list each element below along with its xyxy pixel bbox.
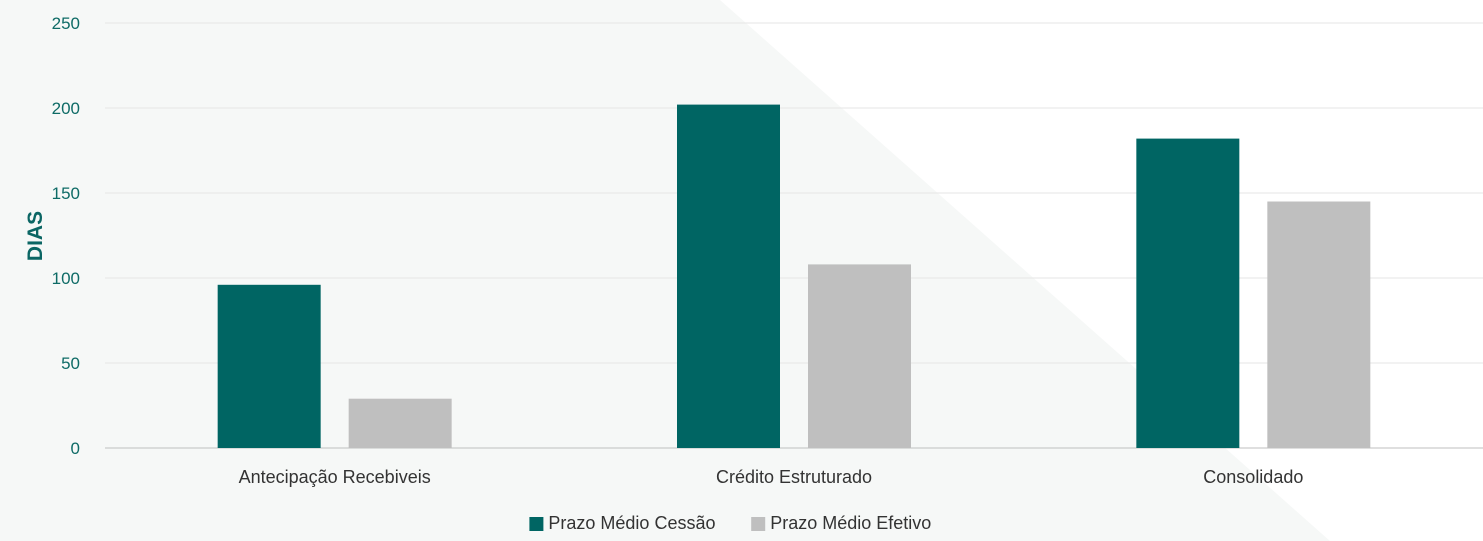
bar	[808, 264, 911, 448]
bar	[348, 398, 452, 448]
y-tick-label: 200	[52, 99, 80, 118]
y-axis-label: DIAS	[24, 211, 47, 261]
x-tick-label: Antecipação Recebiveis	[239, 467, 431, 487]
y-tick-label: 100	[52, 269, 80, 288]
x-tick-label: Crédito Estruturado	[716, 467, 872, 487]
bar	[1267, 201, 1371, 448]
legend-swatch	[529, 517, 544, 531]
y-tick-label: 50	[61, 354, 80, 373]
y-tick-label: 0	[71, 439, 80, 458]
background-shape	[0, 0, 1330, 541]
bar	[217, 284, 321, 448]
y-tick-label: 250	[52, 14, 80, 33]
legend-label: Prazo Médio Efetivo	[770, 513, 931, 533]
y-tick-label: 150	[52, 184, 80, 203]
bar	[1136, 138, 1240, 448]
x-tick-label: Consolidado	[1203, 467, 1303, 487]
bar	[677, 104, 780, 448]
legend-swatch	[751, 517, 766, 531]
legend-label: Prazo Médio Cessão	[548, 513, 715, 533]
